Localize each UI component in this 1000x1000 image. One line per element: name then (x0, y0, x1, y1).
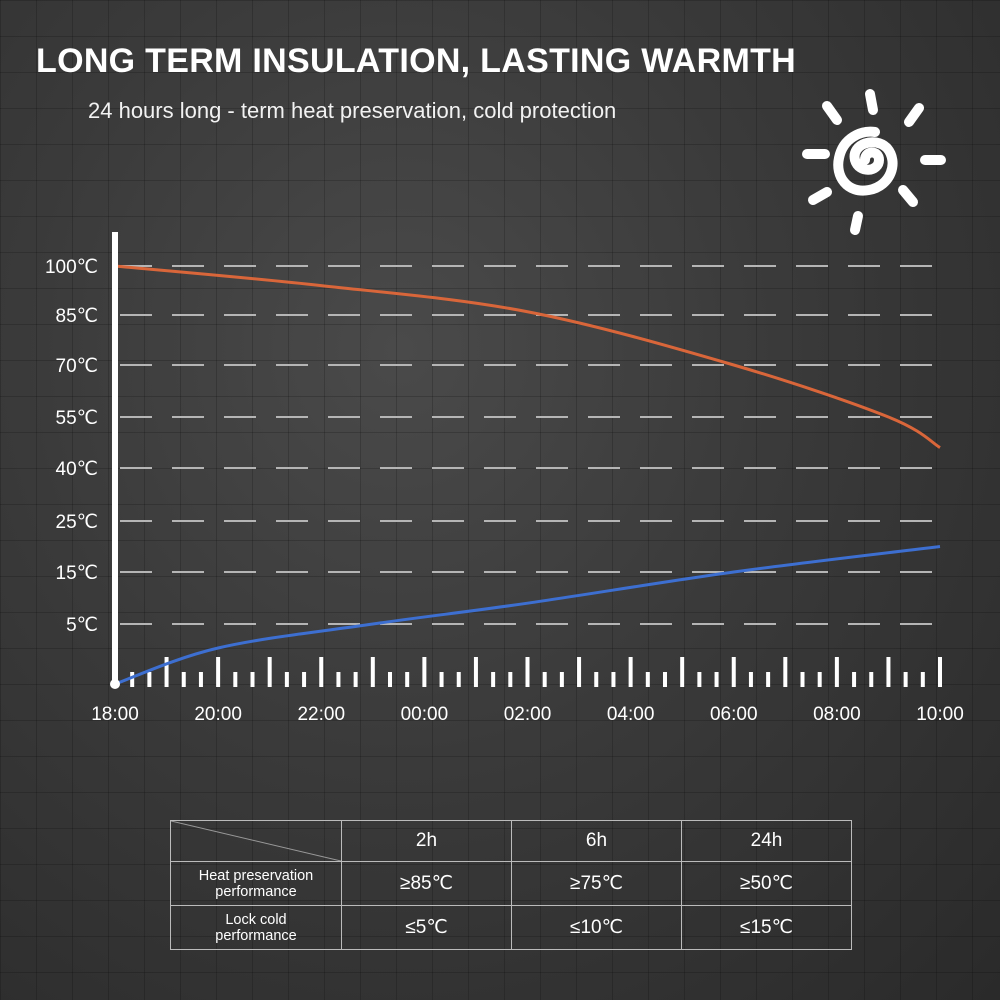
x-minor-tick (645, 672, 650, 687)
x-tick-label: 08:00 (813, 704, 861, 725)
x-minor-tick (611, 672, 616, 687)
x-tick-label: 20:00 (194, 704, 242, 725)
x-minor-tick (766, 672, 771, 687)
x-tick-label: 06:00 (710, 704, 758, 725)
x-minor-tick (800, 672, 805, 687)
x-tick-label: 22:00 (297, 704, 345, 725)
x-minor-tick (852, 672, 857, 687)
x-major-tick (525, 657, 530, 687)
y-axis-line (112, 232, 118, 686)
table-row: Lock cold performance ≤5℃ ≤10℃ ≤15℃ (170, 905, 852, 950)
x-major-tick (473, 657, 478, 687)
x-minor-tick (508, 672, 513, 687)
y-tick-label: 85℃ (56, 306, 98, 327)
y-tick-label: 5℃ (66, 615, 98, 636)
y-tick-label: 55℃ (56, 408, 98, 429)
x-minor-tick (491, 672, 496, 687)
x-minor-tick (130, 672, 135, 687)
x-major-tick (577, 657, 582, 687)
y-tick-label: 25℃ (56, 512, 98, 533)
y-tick-label: 100℃ (45, 257, 98, 278)
x-major-tick (319, 657, 324, 687)
x-minor-tick (697, 672, 702, 687)
sun-spiral-icon (795, 80, 965, 245)
x-tick-label: 04:00 (607, 704, 655, 725)
table-cell: ≥85℃ (341, 861, 512, 906)
x-major-tick (731, 657, 736, 687)
x-minor-tick (405, 672, 410, 687)
x-minor-tick (147, 672, 152, 687)
x-major-tick (834, 657, 839, 687)
temperature-chart: 100℃ 85℃ 70℃ 55℃ 40℃ 25℃ 15℃ 5℃ 18:00 20:00 22:00… (45, 232, 964, 725)
y-tick-label: 70℃ (56, 356, 98, 377)
x-minor-tick (388, 672, 392, 687)
table-cell: ≥50℃ (681, 861, 852, 906)
table-cell: ≥75℃ (511, 861, 682, 906)
x-minor-tick (594, 672, 599, 687)
x-minor-tick (542, 672, 547, 687)
page-subtitle: 24 hours long - term heat preservation, … (88, 98, 617, 123)
x-axis-ticks (130, 657, 942, 687)
series-line-cold (114, 545, 941, 686)
x-minor-tick (336, 672, 341, 687)
series-line-heat (114, 264, 941, 449)
y-axis-labels: 100℃ 85℃ 70℃ 55℃ 40℃ 25℃ 15℃ 5℃ (45, 257, 98, 636)
x-tick-label: 02:00 (504, 704, 552, 725)
origin-dot (110, 679, 120, 689)
grid-lines (120, 265, 940, 625)
x-minor-tick (869, 672, 874, 687)
x-minor-tick (284, 672, 289, 687)
x-tick-label: 10:00 (916, 704, 964, 725)
series-lines (114, 264, 941, 686)
page-title: LONG TERM INSULATION, LASTING WARMTH (36, 42, 796, 80)
x-minor-tick (559, 672, 564, 687)
x-minor-tick (181, 672, 186, 687)
x-minor-tick (714, 672, 719, 687)
table-column-header: 6h (511, 820, 682, 862)
x-major-tick (267, 657, 272, 687)
table-row: Heat preservation performance ≥85℃ ≥75℃ ≥… (170, 861, 852, 906)
x-minor-tick (817, 672, 822, 687)
x-major-tick (216, 657, 221, 687)
diagonal-divider (171, 821, 341, 861)
y-tick-label: 40℃ (56, 459, 98, 480)
x-minor-tick (353, 672, 358, 687)
x-minor-tick (920, 672, 925, 687)
x-major-tick (370, 657, 375, 687)
table-header-row: 2h 6h 24h (170, 820, 852, 862)
x-major-tick (628, 657, 633, 687)
x-tick-label: 00:00 (401, 704, 449, 725)
table-column-header: 24h (681, 820, 852, 862)
performance-table: 2h 6h 24h Heat preservation performance ≥… (170, 820, 852, 950)
table-cell: ≤15℃ (681, 905, 852, 950)
x-major-tick (680, 657, 685, 687)
x-major-tick (783, 657, 788, 687)
x-minor-tick (748, 672, 753, 687)
x-major-tick (886, 657, 891, 687)
table-row-label: Heat preservation performance (170, 861, 342, 906)
table-row-label: Lock cold performance (170, 905, 342, 950)
table-cell: ≤5℃ (341, 905, 512, 950)
x-major-tick (422, 657, 427, 687)
x-minor-tick (663, 672, 667, 687)
x-minor-tick (250, 672, 255, 687)
x-major-tick (164, 657, 169, 687)
x-minor-tick (456, 672, 461, 687)
table-column-header: 2h (341, 820, 512, 862)
x-minor-tick (903, 672, 908, 687)
table-corner-cell (170, 820, 342, 862)
x-minor-tick (302, 672, 307, 687)
x-tick-label: 18:00 (91, 704, 139, 725)
x-minor-tick (439, 672, 444, 687)
y-tick-label: 15℃ (56, 563, 98, 584)
x-axis-labels: 18:00 20:00 22:00 00:00 02:00 04:00 06:00 08:00… (91, 704, 964, 725)
x-minor-tick (233, 672, 238, 687)
table-cell: ≤10℃ (511, 905, 682, 950)
x-minor-tick (198, 672, 203, 687)
x-major-tick (938, 657, 942, 687)
